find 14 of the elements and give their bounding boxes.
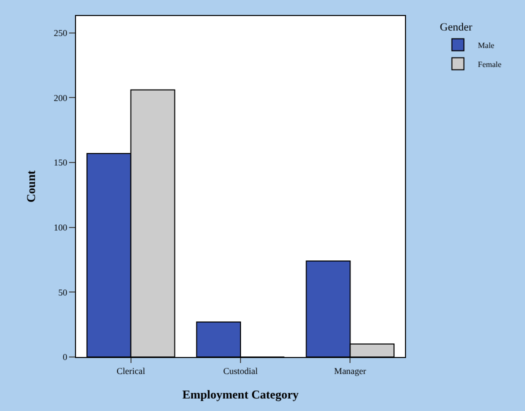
y-tick-label: 0: [62, 352, 68, 362]
x-tick-label: Manager: [334, 366, 366, 376]
legend-title: Gender: [440, 21, 473, 34]
y-axis-title: Count: [24, 170, 38, 203]
x-tick-label: Clerical: [116, 366, 146, 376]
y-tick-label: 50: [58, 287, 68, 298]
x-axis-title: Employment Category: [182, 388, 299, 402]
y-tick-label: 200: [54, 92, 68, 103]
y-tick-label: 100: [54, 222, 68, 232]
y-tick-label: 250: [54, 28, 68, 38]
legend-label: Female: [478, 60, 502, 69]
legend-label: Male: [478, 40, 495, 50]
x-tick-label: Custodial: [223, 366, 258, 376]
y-tick-label: 150: [54, 158, 68, 168]
